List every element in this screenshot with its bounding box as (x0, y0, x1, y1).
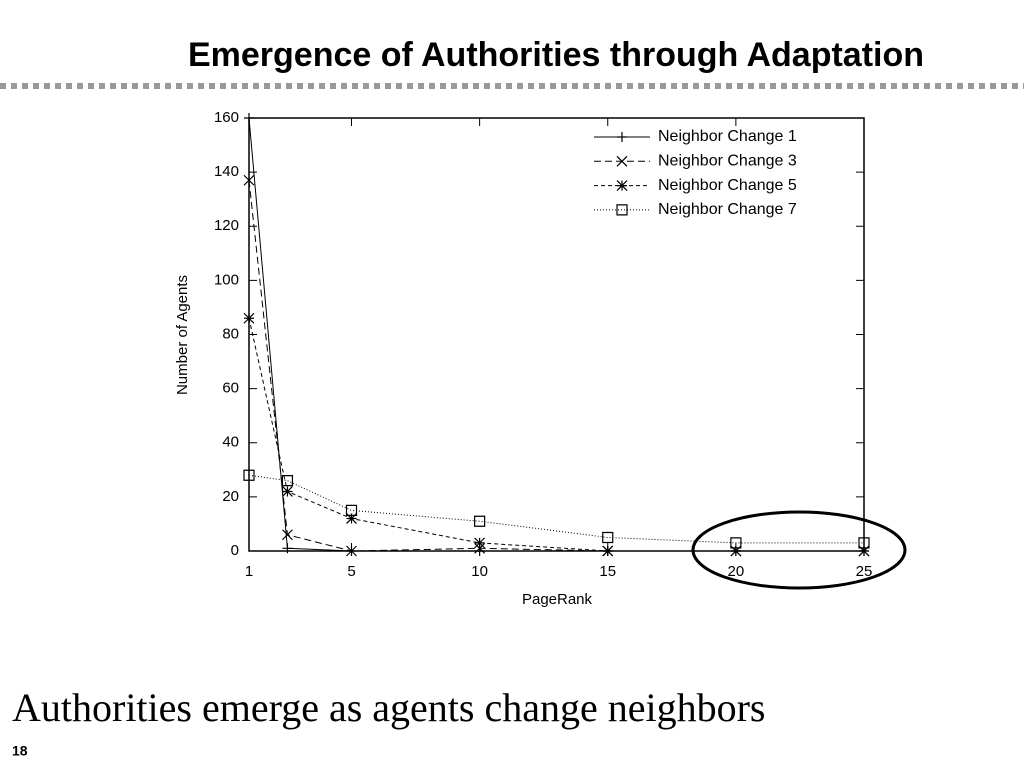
page-number: 18 (12, 743, 28, 759)
marker (282, 529, 293, 541)
y-tick-label: 120 (214, 217, 239, 234)
marker (244, 113, 254, 123)
marker (602, 545, 614, 557)
marker (243, 312, 255, 324)
legend-marker (617, 132, 627, 142)
y-tick-label: 80 (222, 325, 239, 342)
y-tick-label: 20 (222, 488, 239, 505)
legend-marker (616, 155, 628, 167)
y-tick-label: 160 (214, 109, 239, 126)
series-line (248, 318, 864, 552)
y-tick-label: 100 (214, 271, 239, 288)
x-tick-label: 20 (728, 563, 745, 580)
marker (282, 543, 293, 554)
y-tick-label: 140 (214, 163, 239, 180)
legend-label: Neighbor Change 3 (658, 153, 797, 170)
legend-label: Neighbor Change 1 (658, 128, 797, 145)
x-tick-label: 1 (245, 563, 253, 580)
marker (858, 545, 870, 557)
marker (730, 545, 742, 557)
legend-marker (616, 204, 628, 216)
marker (281, 475, 294, 487)
marker (282, 486, 293, 497)
marker (730, 537, 742, 549)
marker (474, 515, 486, 527)
marker (346, 513, 357, 524)
legend-label: Neighbor Change 7 (658, 201, 797, 218)
x-tick-label: 15 (599, 563, 616, 580)
marker (602, 531, 614, 544)
y-axis-label: Number of Agents (174, 275, 191, 395)
legend-marker (616, 180, 628, 192)
y-tick-label: 60 (222, 380, 239, 397)
series-line (248, 180, 864, 552)
y-tick-label: 40 (222, 434, 239, 451)
caption: Authorities emerge as agents change neig… (12, 685, 765, 730)
series-line (248, 474, 864, 544)
legend-label: Neighbor Change 5 (658, 177, 797, 194)
highlight-ellipse (691, 510, 907, 590)
x-tick-label: 10 (471, 563, 488, 580)
x-tick-label: 5 (347, 563, 355, 580)
x-axis-label: PageRank (522, 591, 593, 608)
marker (474, 542, 486, 554)
marker (243, 174, 255, 186)
marker (858, 537, 870, 549)
marker (243, 469, 255, 481)
marker (474, 537, 486, 549)
x-tick-label: 25 (856, 563, 873, 580)
marker (346, 545, 357, 557)
marker (345, 504, 358, 517)
slide-title: Emergence of Authorities through Adaptat… (188, 36, 924, 74)
y-tick-label: 0 (231, 542, 239, 559)
